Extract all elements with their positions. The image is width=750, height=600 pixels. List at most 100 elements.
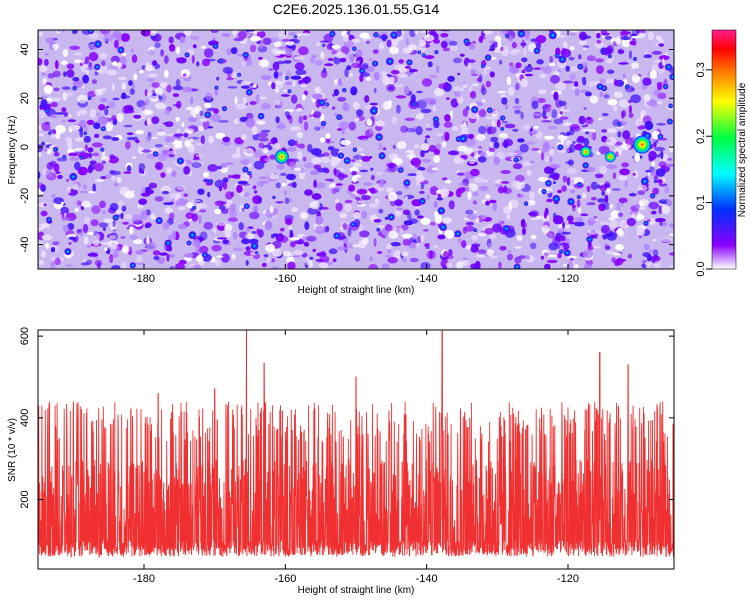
heatmap-cell <box>241 183 251 186</box>
heatmap-cell <box>587 245 594 251</box>
heatmap-cell <box>661 58 665 66</box>
heatmap-cell <box>543 135 555 140</box>
heatmap-hotspot <box>596 83 604 90</box>
heatmap-cell <box>52 43 59 50</box>
heatmap-cell <box>652 187 660 195</box>
heatmap-cell <box>166 254 170 262</box>
heatmap-cell <box>521 222 528 229</box>
heatmap-cell <box>656 100 663 105</box>
heatmap-cell <box>332 258 337 263</box>
heatmap-cell <box>527 131 536 135</box>
heatmap-cell <box>497 42 502 49</box>
heatmap-cell <box>453 86 462 92</box>
heatmap-cell <box>443 121 453 128</box>
heatmap-cell <box>283 60 292 64</box>
heatmap-cell <box>524 73 534 77</box>
heatmap-cell <box>506 152 518 155</box>
heatmap-cell <box>92 183 96 193</box>
heatmap-cell <box>69 45 80 50</box>
heatmap-cell <box>584 124 588 127</box>
heatmap-cell <box>141 170 145 174</box>
heatmap-cell <box>359 169 369 173</box>
heatmap-cell <box>469 90 477 99</box>
heatmap-cell <box>100 176 107 180</box>
heatmap-cell <box>135 130 144 135</box>
heatmap-cell <box>183 166 191 175</box>
heatmap-peak <box>605 151 616 163</box>
heatmap-hotspot <box>668 103 673 109</box>
heatmap-cell <box>144 224 151 229</box>
heatmap-cell <box>425 135 430 139</box>
heatmap-cell <box>578 54 582 60</box>
heatmap-cell <box>470 69 477 74</box>
heatmap-cell <box>173 133 185 137</box>
heatmap-cell <box>599 78 607 84</box>
heatmap-cell <box>197 188 205 195</box>
heatmap-cell <box>138 198 148 205</box>
heatmap-cell <box>646 219 651 222</box>
heatmap-cell <box>416 169 423 179</box>
heatmap-cell <box>109 254 114 264</box>
heatmap-cell <box>546 198 553 203</box>
heatmap-cell <box>141 149 152 153</box>
heatmap-cell <box>576 199 581 209</box>
snr-x-tick-label: -180 <box>133 573 155 585</box>
heatmap-cell <box>131 214 142 223</box>
heatmap-cell <box>230 47 238 55</box>
heatmap-cell <box>84 144 88 151</box>
heatmap-cell <box>286 146 297 152</box>
snr-x-tick-label: -160 <box>274 573 296 585</box>
heatmap-hotspot <box>376 227 381 232</box>
heatmap-cell <box>378 142 383 151</box>
heatmap-cell <box>41 121 51 132</box>
heatmap-cell <box>101 60 106 67</box>
heatmap-cell <box>501 97 508 105</box>
heatmap-cell <box>240 80 252 85</box>
heatmap-cell <box>351 159 356 162</box>
heatmap-cell <box>224 224 233 232</box>
heatmap-hotspot <box>557 144 564 151</box>
heatmap-cell <box>415 181 421 186</box>
heatmap-cell <box>605 251 616 255</box>
heatmap-cell <box>51 97 62 102</box>
heatmap-hotspot <box>152 151 159 157</box>
heatmap-cell <box>249 101 257 105</box>
heatmap-cell <box>420 217 431 225</box>
heatmap-cell <box>636 224 646 233</box>
heatmap-cell <box>539 73 547 78</box>
heatmap-cell <box>214 259 221 267</box>
heatmap-cell <box>304 189 313 196</box>
heatmap-cell <box>74 59 82 64</box>
heatmap-cell <box>76 94 88 104</box>
heatmap-cell <box>648 150 657 161</box>
heatmap-cell <box>116 62 123 69</box>
heatmap-cell <box>649 70 658 79</box>
heatmap-cell <box>186 202 194 209</box>
heatmap-cell <box>583 138 590 147</box>
snr-x-ticks: -180 -160 -140 -120 <box>133 330 579 585</box>
heatmap-cell <box>88 52 99 62</box>
heatmap-cell <box>392 157 403 165</box>
heatmap-cell <box>154 87 164 96</box>
heatmap-cell <box>200 45 207 49</box>
heatmap-cell <box>320 156 330 164</box>
heatmap-y-tick-label: -20 <box>19 188 31 204</box>
heatmap-cell <box>227 217 238 222</box>
heatmap-cell <box>120 212 124 219</box>
heatmap-hotspot <box>257 112 265 120</box>
heatmap-cell <box>245 112 254 120</box>
heatmap-cell <box>658 161 667 169</box>
heatmap-cell <box>633 170 639 178</box>
heatmap-hotspot <box>502 225 511 233</box>
heatmap-cell <box>619 168 630 176</box>
heatmap-cell <box>91 79 98 84</box>
heatmap-cell <box>175 57 180 61</box>
heatmap-cell <box>466 214 478 220</box>
heatmap-cell <box>467 62 472 70</box>
heatmap-cell <box>655 218 666 223</box>
heatmap-cell <box>39 65 48 73</box>
heatmap-cell <box>279 227 285 232</box>
heatmap-x-ticks: -180 -160 -140 -120 <box>133 30 579 285</box>
heatmap-cell <box>275 116 280 124</box>
heatmap-cell <box>607 128 617 134</box>
